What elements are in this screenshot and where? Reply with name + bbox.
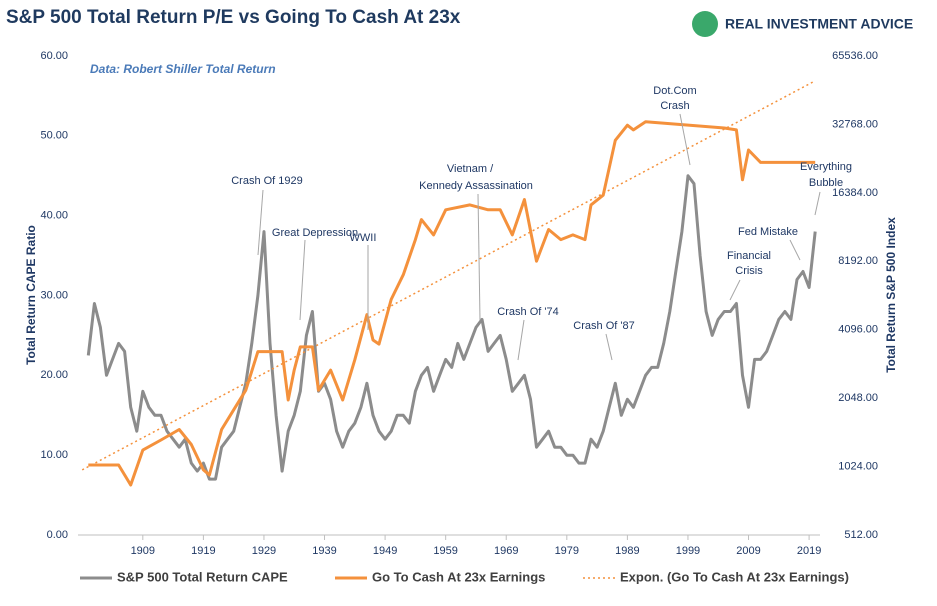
leader-line — [299, 239, 306, 321]
annotation: Financial — [727, 250, 771, 262]
brand-icon — [692, 11, 718, 37]
annotation: Great Depression — [272, 227, 358, 239]
y-tick-label: 10.00 — [40, 449, 68, 461]
annotation: Crisis — [735, 265, 763, 277]
x-tick-label: 2019 — [797, 545, 821, 557]
y-tick-label: 60.00 — [40, 50, 68, 62]
leader-line — [679, 113, 691, 166]
trend-line — [81, 80, 816, 471]
x-tick-label: 1989 — [615, 545, 639, 557]
leader-line — [605, 333, 613, 361]
y2-axis-title: Total Return S&P 500 Index — [884, 217, 898, 373]
leader-line — [729, 279, 741, 301]
y2-tick-label: 512.00 — [844, 529, 878, 541]
y2-tick-label: 8192.00 — [838, 255, 878, 267]
legend-label: Go To Cash At 23x Earnings — [372, 569, 545, 584]
series-line — [86, 174, 817, 481]
x-tick-label: 1909 — [131, 545, 155, 557]
annotation: Crash — [660, 100, 689, 112]
y2-tick-label: 1024.00 — [838, 460, 878, 472]
x-tick-label: 1959 — [433, 545, 457, 557]
y-axis-title: Total Return CAPE Ratio — [24, 225, 38, 365]
x-tick-label: 1949 — [373, 545, 397, 557]
annotation: Fed Mistake — [738, 226, 798, 238]
series-line — [88, 120, 816, 487]
x-tick-label: 1999 — [676, 545, 700, 557]
y-tick-label: 40.00 — [40, 210, 68, 222]
x-tick-label: 1939 — [312, 545, 336, 557]
y-tick-label: 30.00 — [40, 289, 68, 301]
annotation: Crash Of 1929 — [231, 175, 303, 187]
y2-tick-label: 16384.00 — [832, 187, 878, 199]
x-tick-label: 1919 — [191, 545, 215, 557]
x-tick-label: 1969 — [494, 545, 518, 557]
y-tick-label: 50.00 — [40, 130, 68, 142]
chart-title: S&P 500 Total Return P/E vs Going To Cas… — [6, 7, 461, 28]
annotation: Everything — [800, 161, 852, 173]
y2-tick-label: 32768.00 — [832, 118, 878, 130]
y-tick-label: 20.00 — [40, 369, 68, 381]
annotation: Kennedy Assassination — [419, 180, 533, 192]
brand: REAL INVESTMENT ADVICE — [725, 16, 913, 32]
leader-line — [257, 189, 264, 256]
annotation: Vietnam / — [447, 163, 494, 175]
annotation: Crash Of '87 — [573, 320, 634, 332]
y-tick-label: 0.00 — [47, 529, 68, 541]
y2-tick-label: 4096.00 — [838, 324, 878, 336]
annotation: WWII — [350, 232, 377, 244]
legend-label: Expon. (Go To Cash At 23x Earnings) — [620, 569, 849, 584]
legend-label: S&P 500 Total Return CAPE — [117, 569, 288, 584]
annotation: Crash Of '74 — [497, 306, 558, 318]
leader-line — [477, 193, 481, 321]
leader-line — [789, 239, 801, 261]
y2-tick-label: 65536.00 — [832, 50, 878, 62]
annotation: Dot.Com — [653, 85, 696, 97]
subtitle: Data: Robert Shiller Total Return — [90, 62, 276, 76]
x-tick-label: 1929 — [252, 545, 276, 557]
x-tick-label: 2009 — [736, 545, 760, 557]
x-tick-label: 1979 — [555, 545, 579, 557]
leader-line — [517, 319, 525, 361]
y2-tick-label: 2048.00 — [838, 392, 878, 404]
leader-line — [814, 191, 821, 216]
annotation: Bubble — [809, 177, 843, 189]
